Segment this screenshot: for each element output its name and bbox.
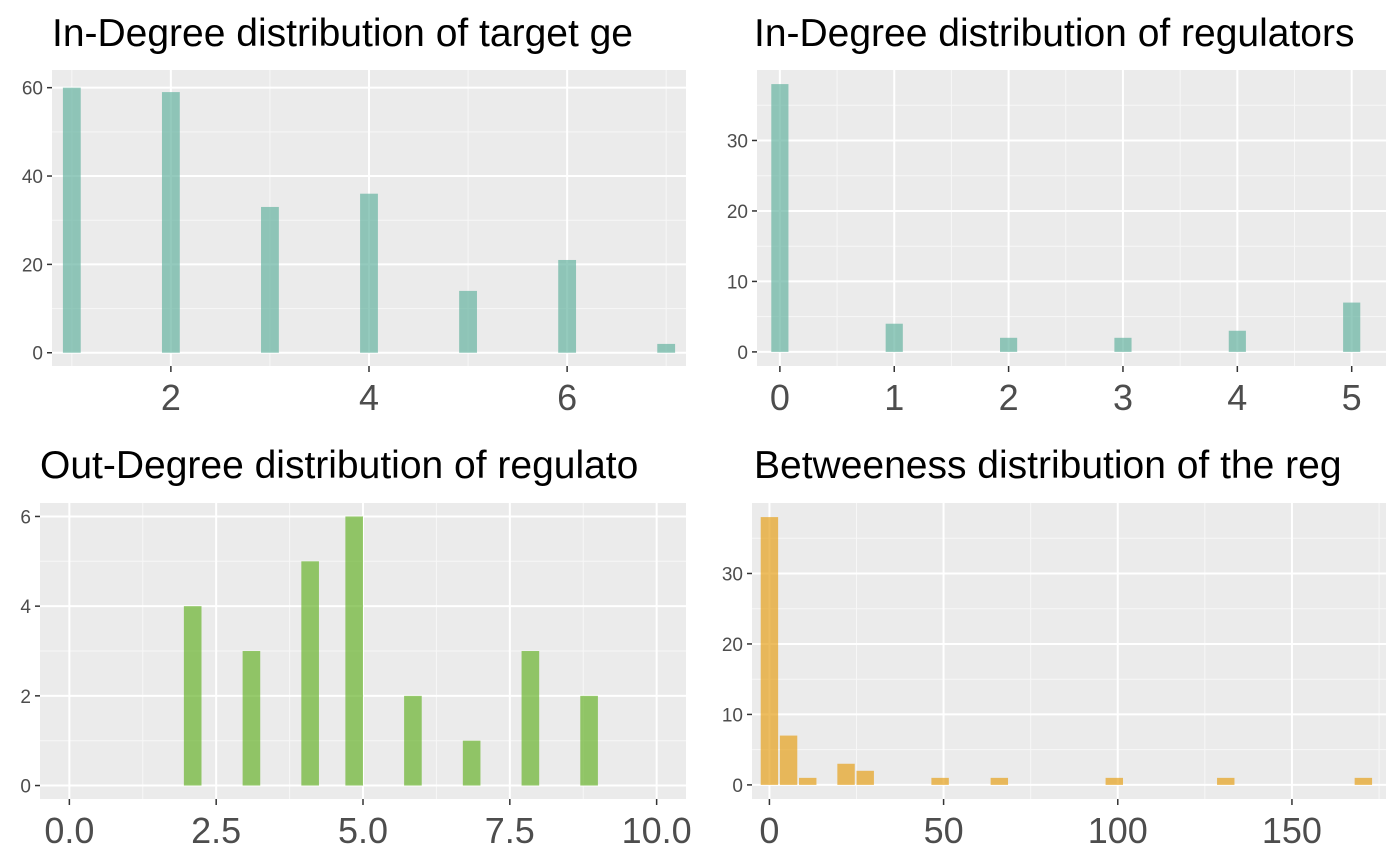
plot-background bbox=[757, 70, 1386, 366]
chart-title: Betweeness distribution of the reg bbox=[754, 444, 1342, 487]
x-tick-label: 7.5 bbox=[485, 810, 535, 851]
x-tick-label: 100 bbox=[1088, 810, 1148, 851]
bar bbox=[885, 323, 903, 352]
bar bbox=[1114, 337, 1132, 352]
bar bbox=[558, 259, 577, 353]
bar bbox=[580, 695, 598, 786]
bar bbox=[345, 516, 363, 786]
bar bbox=[62, 87, 81, 353]
bar bbox=[462, 740, 481, 786]
chart-panel-2: 0 10 20 30 0 1 2 3 4 5 In-Degree distribution of r… bbox=[727, 12, 1386, 418]
bar bbox=[183, 606, 202, 786]
plot-background bbox=[752, 503, 1386, 799]
y-tick-label: 0 bbox=[737, 343, 748, 364]
bar bbox=[779, 735, 798, 785]
bar bbox=[261, 206, 279, 353]
chart-title: Out-Degree distribution of regulato bbox=[40, 444, 638, 487]
x-tick-label: 5.0 bbox=[338, 810, 388, 851]
y-tick-label: 60 bbox=[22, 79, 43, 100]
bar bbox=[1105, 777, 1123, 785]
x-tick-label: 150 bbox=[1262, 810, 1322, 851]
y-tick-label: 30 bbox=[727, 131, 748, 152]
chart-panel-4: 0 10 20 30 0 50 100 150 Betweeness distribution … bbox=[722, 444, 1386, 851]
x-tick-label: 4 bbox=[1227, 377, 1247, 418]
bar bbox=[1217, 777, 1235, 785]
y-tick-label: 0 bbox=[732, 776, 743, 797]
y-tick-label: 20 bbox=[727, 202, 748, 223]
x-tick-label: 0.0 bbox=[44, 810, 94, 851]
chart-panel-3: 0 2 4 6 0.0 2.5 5.0 7.5 10.0 Out-Degree distribut… bbox=[20, 444, 691, 851]
y-tick-label: 10 bbox=[722, 705, 743, 726]
x-tick-label: 4 bbox=[359, 377, 379, 418]
x-tick-label: 2.5 bbox=[191, 810, 241, 851]
bar bbox=[404, 695, 422, 786]
bar bbox=[1343, 302, 1361, 352]
bar bbox=[1354, 777, 1373, 785]
y-tick-label: 0 bbox=[20, 777, 31, 798]
y-tick-label: 10 bbox=[727, 272, 748, 293]
bar bbox=[856, 770, 874, 785]
bar bbox=[760, 517, 779, 785]
bar bbox=[360, 193, 378, 353]
x-tick-label: 50 bbox=[924, 810, 964, 851]
x-tick-label: 2 bbox=[999, 377, 1019, 418]
y-tick-label: 4 bbox=[20, 597, 31, 618]
bar bbox=[242, 651, 261, 786]
y-tick-label: 2 bbox=[20, 687, 31, 708]
bar bbox=[301, 561, 319, 786]
bar bbox=[1000, 337, 1018, 352]
bar bbox=[990, 777, 1009, 785]
bar bbox=[837, 763, 855, 785]
chart-panel-1: 0 20 40 60 2 4 6 In-Degree distribution of targ… bbox=[22, 12, 686, 418]
bar bbox=[521, 651, 540, 786]
y-tick-label: 20 bbox=[722, 635, 743, 656]
x-tick-label: 1 bbox=[884, 377, 904, 418]
bar bbox=[799, 777, 817, 785]
x-tick-label: 0 bbox=[770, 377, 790, 418]
x-tick-label: 2 bbox=[161, 377, 181, 418]
x-tick-label: 0 bbox=[759, 810, 779, 851]
bar bbox=[161, 92, 180, 353]
chart-title: In-Degree distribution of regulators bbox=[754, 12, 1354, 55]
bar bbox=[931, 777, 949, 785]
y-tick-label: 0 bbox=[32, 344, 43, 365]
y-tick-label: 6 bbox=[20, 507, 31, 528]
bar bbox=[1228, 330, 1246, 352]
y-tick-label: 20 bbox=[22, 255, 43, 276]
bar bbox=[459, 290, 477, 353]
x-tick-label: 5 bbox=[1342, 377, 1362, 418]
bar bbox=[657, 343, 676, 353]
bar bbox=[771, 84, 789, 352]
x-tick-label: 6 bbox=[557, 377, 577, 418]
chart-title: In-Degree distribution of target ge bbox=[52, 12, 633, 55]
y-tick-label: 30 bbox=[722, 564, 743, 585]
x-tick-label: 10.0 bbox=[622, 810, 692, 851]
y-tick-label: 40 bbox=[22, 167, 43, 188]
x-tick-label: 3 bbox=[1113, 377, 1133, 418]
